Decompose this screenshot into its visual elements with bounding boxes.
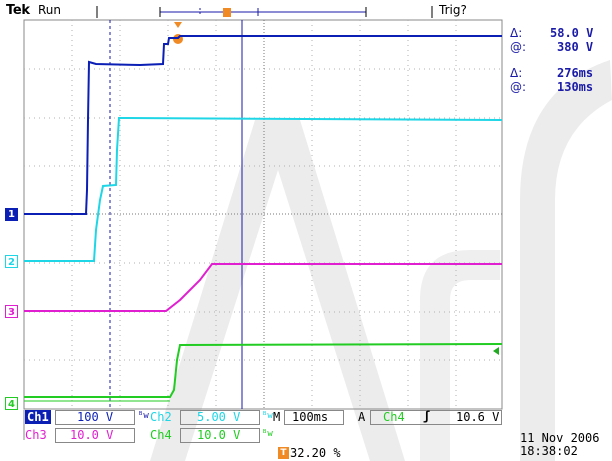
ch4-waveform [24, 343, 503, 398]
trigger-slope-icon: ʃ [423, 409, 431, 423]
ch4-bandwidth-icon: ᴮw [262, 429, 273, 439]
ch1-waveform [24, 35, 502, 215]
run-state-label: Run [38, 3, 62, 17]
ch1-scale: 100 V [77, 410, 114, 424]
center-axes [24, 20, 502, 409]
trigger-level: 10.6 V [456, 410, 500, 424]
ch2-waveform [24, 116, 503, 262]
time-delta-value: 276ms [557, 66, 594, 80]
ch3-label: Ch3 [25, 428, 47, 442]
voltage-delta-value: 58.0 V [550, 26, 594, 40]
ch2-label: Ch2 [150, 410, 172, 424]
ch1-label: Ch1 [25, 410, 51, 424]
ch4-label: Ch4 [150, 428, 172, 442]
trigger-source: Ch4 [383, 410, 405, 424]
ch1-ground-marker[interactable]: 1 [5, 208, 18, 221]
trigger-status-label: Trig? [439, 3, 467, 17]
voltage-at-symbol: @: [510, 40, 527, 54]
bandwidth-limit-icon: ᴮw [138, 411, 149, 421]
graticule-grid [24, 20, 502, 409]
time-at-symbol: @: [510, 80, 527, 94]
voltage-at-value: 380 V [557, 40, 594, 54]
record-position-bar[interactable] [159, 7, 367, 17]
time-at-value: 130ms [557, 80, 594, 94]
ch4-ground-marker[interactable]: 4 [5, 397, 18, 410]
graticule-border [23, 19, 503, 410]
date-label: 11 Nov 2006 [520, 431, 600, 445]
trigger-position-icon: T [278, 447, 289, 459]
ch3-ground-marker[interactable]: 3 [5, 305, 18, 318]
brand-logo: Tek [6, 3, 30, 18]
timebase-value: 100ms [292, 410, 329, 424]
trigger-position-value: 32.20 % [290, 446, 341, 460]
time-label: 18:38:02 [520, 444, 578, 458]
trigger-mode: A [358, 410, 366, 424]
time-delta-symbol: Δ: [510, 66, 523, 80]
trigger-point-marker [173, 22, 183, 44]
ch2-ground-marker[interactable]: 2 [5, 255, 18, 268]
ch3-waveform [24, 263, 502, 312]
ch2-bandwidth-icon: ᴮw [262, 411, 273, 421]
timebase-label: M [273, 410, 281, 424]
trigger-level-marker[interactable] [493, 347, 499, 355]
ch4-scale: 10.0 V [197, 428, 241, 442]
voltage-delta-symbol: Δ: [510, 26, 523, 40]
datetime-display: 11 Nov 2006 18:38:02 [520, 432, 599, 458]
ch2-scale: 5.00 V [197, 410, 241, 424]
status-header: Tek Run Trig? [0, 0, 612, 20]
ch3-scale: 10.0 V [70, 428, 114, 442]
